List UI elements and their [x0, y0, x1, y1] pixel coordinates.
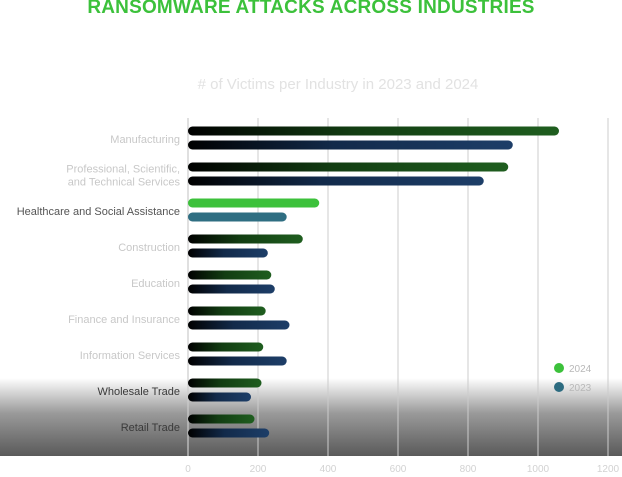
- category-label: Education: [131, 278, 180, 290]
- category-label: Construction: [118, 242, 180, 254]
- bar-2023: [188, 320, 290, 330]
- bar-2024: [188, 378, 262, 388]
- category-label: Wholesale Trade: [97, 386, 180, 398]
- bar-2023: [188, 428, 270, 438]
- bar-2024: [188, 270, 272, 280]
- bar-2023: [188, 356, 287, 366]
- main-title: RANSOMWARE ATTACKS ACROSS INDUSTRIES: [87, 0, 535, 18]
- legend-marker: [554, 382, 564, 392]
- category-label: Manufacturing: [110, 134, 180, 146]
- bar-2024: [188, 198, 320, 208]
- category-label: and Technical Services: [68, 177, 181, 189]
- legend: 2024 2023: [554, 363, 592, 394]
- chart-title: # of Victims per Industry in 2023 and 20…: [198, 76, 479, 93]
- bar-2024: [188, 306, 266, 316]
- bar-2024: [188, 342, 264, 352]
- legend-marker: [554, 363, 564, 373]
- category-label: Finance and Insurance: [68, 314, 180, 326]
- category-label: Professional, Scientific,: [66, 164, 180, 176]
- x-tick-label: 800: [460, 464, 477, 475]
- x-axis-ticks: 0 200 400 600 800 1000 1200: [185, 464, 619, 475]
- x-tick-label: 1000: [527, 464, 550, 475]
- category-label: Healthcare and Social Assistance: [17, 206, 180, 218]
- legend-label: 2024: [569, 364, 592, 375]
- bar-2024: [188, 126, 559, 136]
- x-tick-label: 400: [320, 464, 337, 475]
- bottom-shadow-overlay: [0, 378, 622, 456]
- bar-2023: [188, 248, 268, 258]
- bar-2023: [188, 140, 513, 150]
- bar-2023: [188, 176, 484, 186]
- legend-label: 2023: [569, 383, 592, 394]
- x-tick-label: 1200: [597, 464, 620, 475]
- category-label: Information Services: [80, 350, 181, 362]
- bar-2023: [188, 392, 251, 402]
- bar-2024: [188, 414, 255, 424]
- bar-2023: [188, 284, 275, 294]
- category-label: Retail Trade: [121, 422, 180, 434]
- category-labels: Manufacturing Professional, Scientific,an…: [17, 134, 181, 434]
- x-tick-label: 0: [185, 464, 191, 475]
- bar-2023: [188, 212, 287, 222]
- bar-layer: [188, 126, 559, 438]
- bar-2024: [188, 162, 509, 172]
- bar-2024: [188, 234, 303, 244]
- x-tick-label: 600: [390, 464, 407, 475]
- x-tick-label: 200: [250, 464, 267, 475]
